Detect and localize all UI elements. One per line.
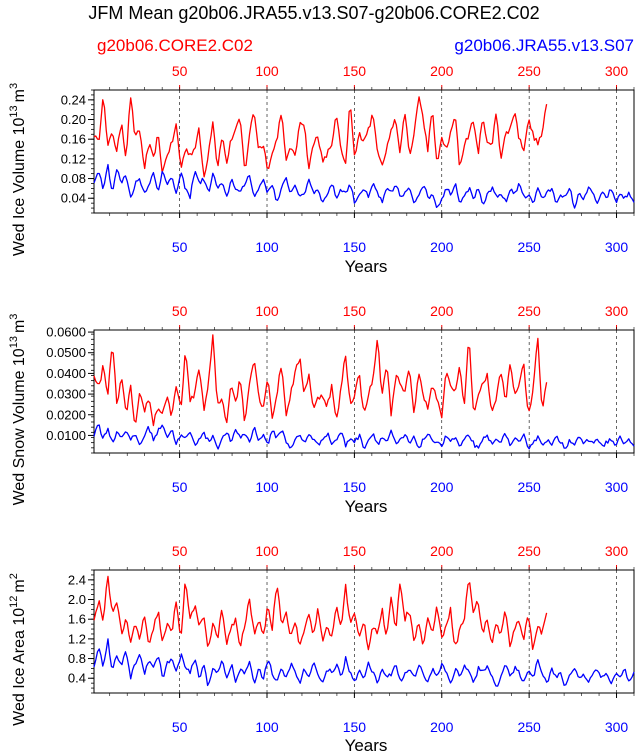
y-tick-label: 0.4	[68, 671, 86, 686]
legend-jra-label: g20b06.JRA55.v13.S07	[454, 36, 634, 55]
jra55-series-line	[93, 638, 635, 687]
bottom-tick-label: 50	[172, 719, 188, 735]
bottom-tick-label: 300	[605, 479, 629, 495]
top-tick-label: 150	[343, 63, 367, 79]
y-tick-label: 0.16	[61, 132, 86, 147]
top-tick-label: 100	[255, 63, 279, 79]
bottom-tick-label: 150	[343, 479, 367, 495]
bottom-tick-label: 250	[517, 239, 541, 255]
x-axis-label: Years	[345, 257, 388, 276]
legend-core-label: g20b06.CORE2.C02	[97, 36, 253, 55]
jra55-series-line	[93, 163, 635, 209]
y-tick-label: 2.4	[68, 572, 86, 587]
bottom-tick-label: 50	[172, 479, 188, 495]
top-tick-label: 300	[605, 63, 629, 79]
y-tick-label: 0.8	[68, 651, 86, 666]
plot-frame	[93, 89, 635, 214]
top-tick-label: 50	[172, 63, 188, 79]
y-axis-label: Wed Ice Area 1012m2	[8, 573, 28, 726]
top-tick-label: 150	[343, 543, 367, 559]
y-tick-label: 0.20	[61, 112, 86, 127]
top-tick-label: 200	[430, 303, 454, 319]
bottom-tick-label: 150	[343, 719, 367, 735]
top-tick-label: 250	[517, 63, 541, 79]
bottom-tick-label: 200	[430, 479, 454, 495]
top-tick-label: 200	[430, 63, 454, 79]
top-tick-label: 100	[255, 303, 279, 319]
top-tick-label: 300	[605, 303, 629, 319]
y-tick-label: 1.6	[68, 612, 86, 627]
y-tick-label: 0.12	[61, 151, 86, 166]
top-tick-label: 150	[343, 303, 367, 319]
bottom-tick-label: 200	[430, 719, 454, 735]
bottom-tick-label: 200	[430, 239, 454, 255]
top-tick-label: 200	[430, 543, 454, 559]
bottom-tick-label: 150	[343, 239, 367, 255]
bottom-tick-label: 100	[255, 239, 279, 255]
top-tick-label: 50	[172, 303, 188, 319]
plot-frame	[93, 569, 635, 694]
top-tick-label: 250	[517, 543, 541, 559]
bottom-tick-label: 300	[605, 719, 629, 735]
y-tick-label: 0.0500	[46, 345, 86, 360]
core2-series-line	[93, 96, 548, 178]
y-tick-label: 0.04	[61, 191, 86, 206]
top-tick-label: 50	[172, 543, 188, 559]
y-axis-label: Wed Snow Volume 1013m3	[8, 314, 28, 506]
x-axis-label: Years	[345, 736, 388, 753]
top-tick-label: 300	[605, 543, 629, 559]
bottom-tick-label: 250	[517, 719, 541, 735]
plot-frame	[93, 329, 635, 454]
y-tick-label: 0.08	[61, 171, 86, 186]
bottom-tick-label: 100	[255, 479, 279, 495]
ice-volume-panel: 0.04 0.08 0.12 0.16 0.20 0.24 50 100 150 200 250 30…	[8, 63, 635, 276]
x-axis-label: Years	[345, 497, 388, 516]
core2-series-line	[93, 575, 548, 651]
y-tick-label: 1.2	[68, 631, 86, 646]
y-tick-label: 2.0	[68, 592, 86, 607]
bottom-tick-label: 100	[255, 719, 279, 735]
y-axis-label: Wed Ice Volume 1013m3	[8, 83, 28, 256]
bottom-tick-label: 300	[605, 239, 629, 255]
top-tick-label: 100	[255, 543, 279, 559]
ice-area-panel: 0.4 0.8 1.2 1.6 2.0 2.4 50 100 150 200 250 300 50 100…	[8, 543, 635, 753]
y-tick-label: 0.0600	[46, 325, 86, 340]
figure-title: JFM Mean g20b06.JRA55.v13.S07-g20b06.COR…	[88, 3, 539, 23]
bottom-tick-label: 250	[517, 479, 541, 495]
y-tick-label: 0.0100	[46, 428, 86, 443]
y-tick-label: 0.0400	[46, 366, 86, 381]
top-tick-label: 250	[517, 303, 541, 319]
core2-series-line	[93, 334, 548, 427]
y-tick-label: 0.0200	[46, 407, 86, 422]
bottom-tick-label: 50	[172, 239, 188, 255]
y-tick-label: 0.24	[61, 92, 86, 107]
y-tick-label: 0.0300	[46, 387, 86, 402]
jra55-series-line	[93, 424, 635, 450]
snow-volume-panel: 0.0100 0.0200 0.0300 0.0400 0.0500 0.0600 50 10…	[8, 303, 635, 516]
